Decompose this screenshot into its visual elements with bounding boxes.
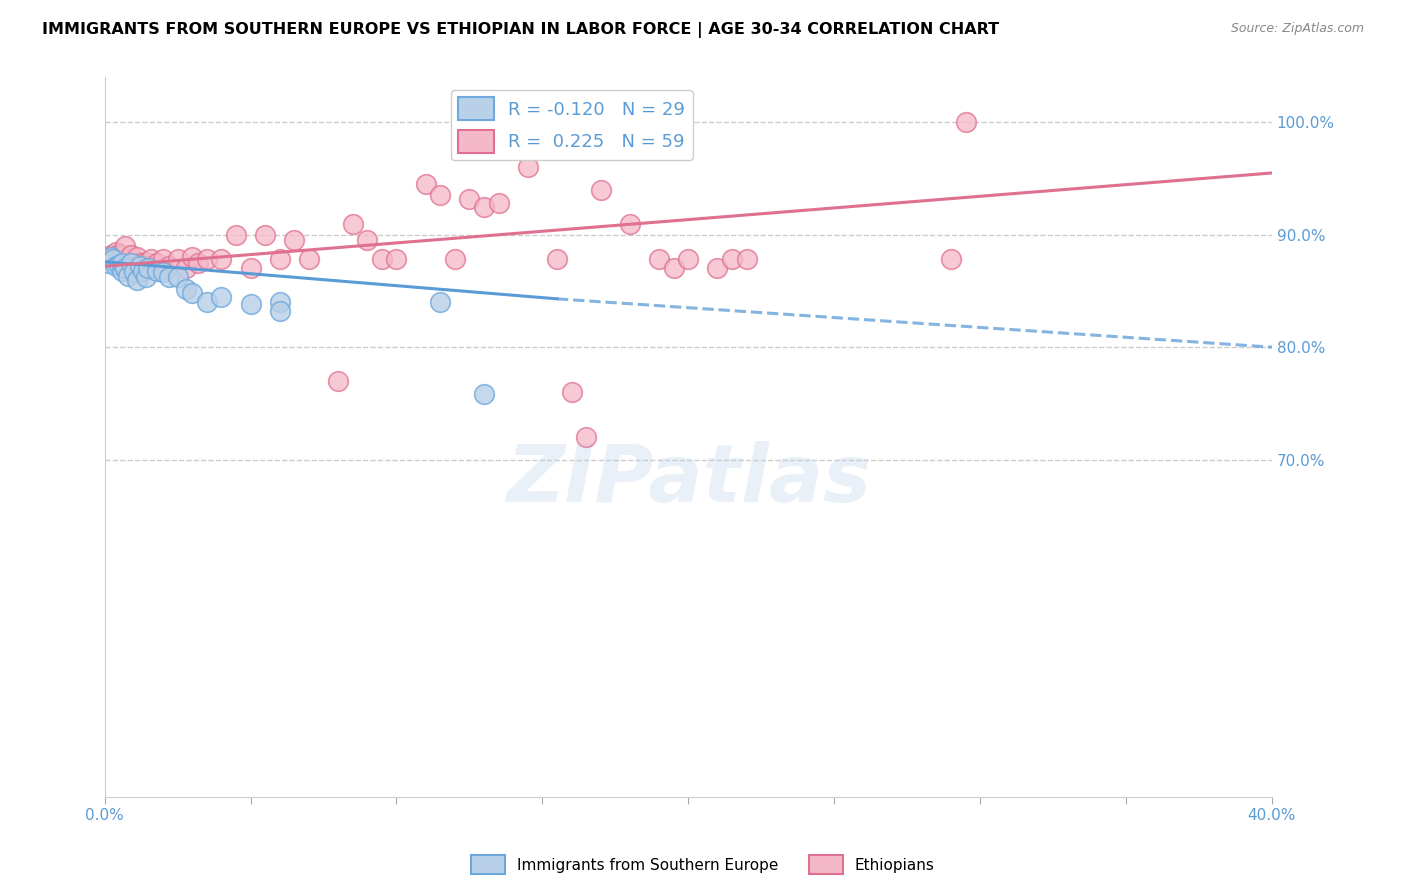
Text: Source: ZipAtlas.com: Source: ZipAtlas.com <box>1230 22 1364 36</box>
Point <box>195 295 218 310</box>
Point <box>561 385 583 400</box>
Point <box>356 233 378 247</box>
Point <box>385 252 408 267</box>
Point <box>326 374 349 388</box>
Point <box>735 252 758 267</box>
Point <box>209 289 232 303</box>
Point <box>117 256 139 270</box>
Point <box>187 256 209 270</box>
Point <box>135 270 157 285</box>
Point <box>128 259 150 273</box>
Point <box>103 250 125 264</box>
Point <box>444 252 467 267</box>
Point <box>239 297 262 311</box>
Point <box>488 196 510 211</box>
Point <box>472 200 495 214</box>
Point <box>195 252 218 267</box>
Point <box>429 295 451 310</box>
Point <box>111 264 134 278</box>
Point <box>706 261 728 276</box>
Point <box>157 259 180 273</box>
Point <box>166 252 188 267</box>
Point <box>176 282 198 296</box>
Point <box>648 252 671 267</box>
Point <box>152 265 174 279</box>
Point <box>114 239 136 253</box>
Point <box>138 259 160 273</box>
Point <box>575 430 598 444</box>
Legend: R = -0.120   N = 29, R =  0.225   N = 59: R = -0.120 N = 29, R = 0.225 N = 59 <box>451 90 693 160</box>
Point <box>181 250 204 264</box>
Point <box>176 261 198 276</box>
Point <box>283 233 305 247</box>
Point <box>955 115 977 129</box>
Point <box>239 261 262 276</box>
Point <box>105 259 128 273</box>
Point <box>120 248 142 262</box>
Point <box>269 304 291 318</box>
Point <box>342 217 364 231</box>
Point <box>254 227 277 242</box>
Text: IMMIGRANTS FROM SOUTHERN EUROPE VS ETHIOPIAN IN LABOR FORCE | AGE 30-34 CORRELAT: IMMIGRANTS FROM SOUTHERN EUROPE VS ETHIO… <box>42 22 1000 38</box>
Point <box>141 252 163 267</box>
Point <box>146 264 169 278</box>
Point <box>678 252 700 267</box>
Point <box>429 188 451 202</box>
Point <box>138 261 160 276</box>
Point <box>415 178 437 192</box>
Point <box>157 270 180 285</box>
Point <box>131 264 153 278</box>
Point <box>97 252 120 267</box>
Point <box>111 248 134 262</box>
Point <box>114 261 136 276</box>
Point <box>120 256 142 270</box>
Point <box>111 256 134 270</box>
Point <box>939 252 962 267</box>
Point <box>108 247 131 261</box>
Point <box>100 248 122 262</box>
Point <box>131 261 153 276</box>
Legend: Immigrants from Southern Europe, Ethiopians: Immigrants from Southern Europe, Ethiopi… <box>465 849 941 880</box>
Point <box>108 258 131 272</box>
Point <box>135 254 157 268</box>
Point <box>181 286 204 301</box>
Point <box>125 250 148 264</box>
Point <box>269 295 291 310</box>
Point <box>662 261 685 276</box>
Point <box>105 244 128 259</box>
Point <box>97 256 120 270</box>
Text: ZIPatlas: ZIPatlas <box>506 442 870 519</box>
Point <box>122 265 145 279</box>
Point <box>128 256 150 270</box>
Point <box>209 252 232 267</box>
Point <box>152 252 174 267</box>
Point <box>516 161 538 175</box>
Point <box>472 387 495 401</box>
Point <box>619 217 641 231</box>
Point <box>117 269 139 284</box>
Point <box>721 252 744 267</box>
Point <box>589 183 612 197</box>
Point <box>103 252 125 267</box>
Point <box>166 270 188 285</box>
Point <box>146 256 169 270</box>
Point <box>125 273 148 287</box>
Point <box>225 227 247 242</box>
Point <box>298 252 321 267</box>
Point <box>458 192 481 206</box>
Point <box>100 250 122 264</box>
Point <box>114 252 136 267</box>
Point <box>143 261 166 276</box>
Point <box>269 252 291 267</box>
Point <box>122 261 145 276</box>
Point <box>371 252 394 267</box>
Point <box>546 252 568 267</box>
